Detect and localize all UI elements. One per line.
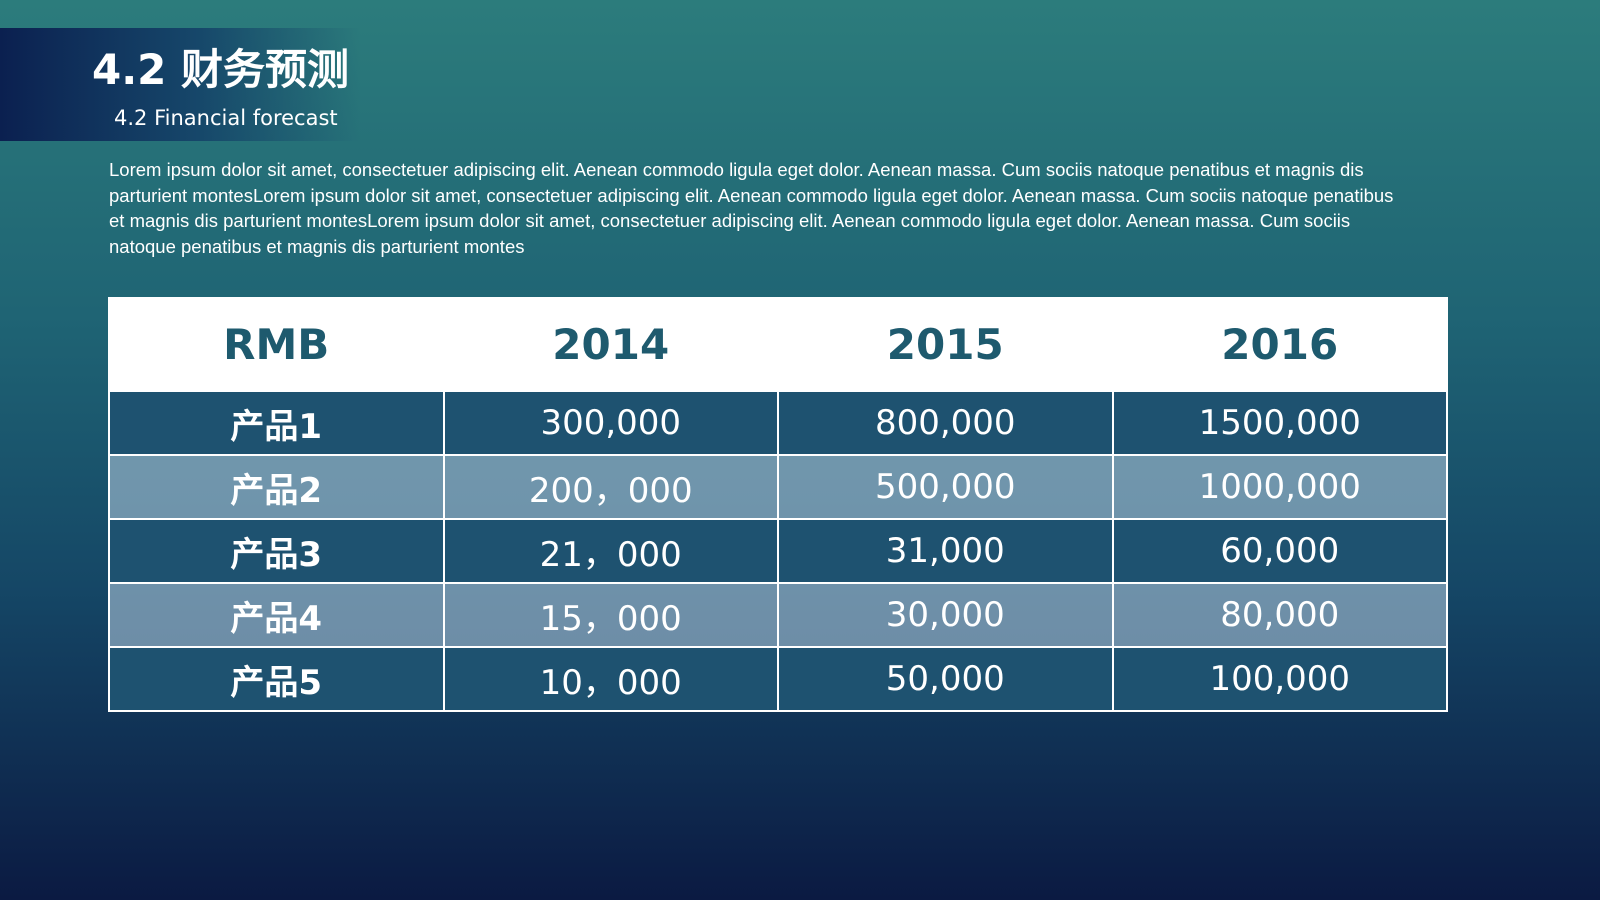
table-cell: 30,000 — [777, 582, 1114, 648]
table-cell: 15，000 — [442, 582, 779, 648]
table-body: 产品1 300,000 800,000 1500,000 产品2 200，000 500,0… — [108, 390, 1448, 712]
table-cell: 300,000 — [442, 390, 779, 456]
row-label: 产品4 — [108, 582, 445, 648]
table-cell: 60,000 — [1111, 518, 1448, 584]
column-header: RMB — [108, 297, 445, 392]
table-cell: 1500,000 — [1111, 390, 1448, 456]
forecast-table: RMB 2014 2015 2016 产品1 300,000 800,000 1500,00… — [108, 297, 1448, 712]
table-cell: 80,000 — [1111, 582, 1448, 648]
table-row: 产品2 200，000 500,000 1000,000 — [108, 454, 1448, 520]
header-row: RMB 2014 2015 2016 — [108, 297, 1448, 392]
table-cell: 31,000 — [777, 518, 1114, 584]
row-label: 产品3 — [108, 518, 445, 584]
table-cell: 10，000 — [442, 646, 779, 712]
table-cell: 800,000 — [777, 390, 1114, 456]
table-cell: 100,000 — [1111, 646, 1448, 712]
column-header: 2014 — [442, 297, 779, 392]
table-row: 产品1 300,000 800,000 1500,000 — [108, 390, 1448, 456]
column-header: 2015 — [777, 297, 1114, 392]
table-cell: 1000,000 — [1111, 454, 1448, 520]
row-label: 产品2 — [108, 454, 445, 520]
row-label: 产品1 — [108, 390, 445, 456]
row-label: 产品5 — [108, 646, 445, 712]
table-cell: 500,000 — [777, 454, 1114, 520]
table-row: 产品4 15，000 30,000 80,000 — [108, 582, 1448, 648]
column-header: 2016 — [1111, 297, 1448, 392]
table-cell: 200，000 — [442, 454, 779, 520]
title-band — [0, 28, 360, 141]
table-cell: 50,000 — [777, 646, 1114, 712]
title: 4.2 财务预测 — [92, 45, 350, 94]
paragraph: Lorem ipsum dolor sit amet, consectetuer… — [109, 159, 1394, 257]
table-cell: 21，000 — [442, 518, 779, 584]
table-row: 产品3 21，000 31,000 60,000 — [108, 518, 1448, 584]
subtitle: 4.2 Financial forecast — [114, 106, 338, 130]
table-row: 产品5 10，000 50,000 100,000 — [108, 646, 1448, 712]
